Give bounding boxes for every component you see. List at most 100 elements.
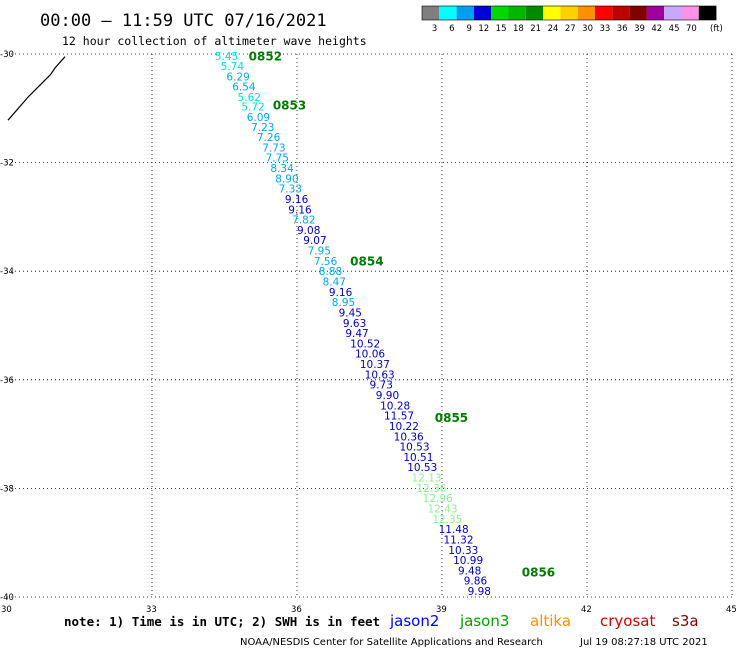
wave-height-label: 9.48 <box>458 565 481 577</box>
time-labels: 0852 0853 0854 0855 0856 <box>249 50 555 580</box>
colorbar-swatch <box>560 6 578 20</box>
wave-height-label: 9.98 <box>468 586 491 598</box>
colorbar-label: 36 <box>617 24 628 34</box>
wave-height-label: 10.22 <box>389 421 419 433</box>
wave-height-points: 5.455.746.296.545.625.726.097.237.267.73… <box>215 51 491 598</box>
colorbar-swatch <box>595 6 613 20</box>
colorbar-label: 42 <box>651 24 662 34</box>
wave-height-label: 10.37 <box>360 359 390 371</box>
y-tick-label: -34 <box>0 267 14 277</box>
colorbar-label: 30 <box>582 24 593 34</box>
x-tick-label: 30 <box>1 605 12 615</box>
wave-height-label: 7.82 <box>292 215 315 227</box>
y-tick-label: -38 <box>0 484 14 494</box>
wave-height-label: 12.96 <box>423 493 453 505</box>
time-label: 0855 <box>435 411 468 425</box>
footer-note: note: 1) Time is in UTC; 2) SWH is in fe… <box>64 614 380 629</box>
wave-height-label: 8.90 <box>275 173 298 185</box>
colorbar-swatch <box>439 6 457 20</box>
wave-height-label: 9.86 <box>464 576 488 588</box>
satellite-legend-item: jason3 <box>459 612 509 630</box>
wave-height-label: 7.33 <box>279 184 302 196</box>
colorbar-swatch <box>422 6 440 20</box>
satellite-legend: jason2 jason3 altika cryosat s3a <box>389 612 699 630</box>
wave-height-label: 9.07 <box>303 235 326 247</box>
colorbar-swatch <box>491 6 509 20</box>
wave-height-label: 10.53 <box>407 462 437 474</box>
y-tick-label: -30 <box>0 50 14 60</box>
page-title: 00:00 – 11:59 UTC 07/16/2021 <box>40 11 327 31</box>
page-subtitle: 12 hour collection of altimeter wave hei… <box>62 34 367 48</box>
wave-height-label: 10.63 <box>365 369 395 381</box>
wave-height-label: 6.29 <box>226 71 249 83</box>
wave-height-label: 7.26 <box>257 132 281 144</box>
wave-height-label: 6.54 <box>232 82 256 94</box>
y-tick-label: -36 <box>0 376 14 386</box>
wave-height-label: 9.16 <box>288 204 312 216</box>
y-tick-label: -32 <box>0 159 14 169</box>
wave-height-label: 10.52 <box>350 338 380 350</box>
colorbar-label: 3 <box>432 24 437 34</box>
wave-height-label: 8.95 <box>332 297 355 309</box>
x-tick-label: 39 <box>436 605 447 615</box>
wave-height-label: 5.45 <box>215 51 238 63</box>
x-tick-label: 42 <box>581 605 592 615</box>
colorbar-label: 70 <box>686 24 697 34</box>
wave-height-label: 10.53 <box>399 442 429 454</box>
colorbar-label: 15 <box>496 24 507 34</box>
wave-height-label: 9.08 <box>297 225 320 237</box>
wave-height-label: 9.47 <box>345 328 368 340</box>
coastline <box>7 56 66 121</box>
wave-height-label: 12.35 <box>432 514 462 526</box>
wave-height-label: 7.23 <box>251 122 274 134</box>
time-label: 0852 <box>249 50 282 64</box>
wave-height-label: 7.56 <box>314 256 338 268</box>
satellite-legend-item: cryosat <box>600 612 655 630</box>
footer-credit: NOAA/NESDIS Center for Satellite Applica… <box>240 637 543 648</box>
colorbar-label: 33 <box>599 24 610 34</box>
footer-timestamp: Jul 19 08:27:18 UTC 2021 <box>579 637 708 648</box>
wave-height-label: 11.57 <box>384 411 414 423</box>
colorbar-label: 24 <box>548 24 559 34</box>
colorbar-swatch <box>646 6 665 20</box>
colorbar-unit: (ft) <box>710 24 723 34</box>
wave-height-label: 11.48 <box>439 524 469 536</box>
wave-height-label: 11.32 <box>443 534 473 546</box>
colorbar-label: 27 <box>565 24 576 34</box>
colorbar-label: 39 <box>634 24 645 34</box>
colorbar-swatch <box>612 6 630 20</box>
wave-height-label: 9.45 <box>339 307 362 319</box>
time-label: 0856 <box>522 566 555 580</box>
wave-height-label: 8.47 <box>323 277 346 289</box>
satellite-legend-item: s3a <box>672 612 699 630</box>
wave-height-label: 10.99 <box>453 555 483 567</box>
wave-height-label: 9.16 <box>329 287 353 299</box>
colorbar-swatch <box>508 6 526 20</box>
wave-height-label: 10.51 <box>403 452 433 464</box>
colorbar-swatch <box>664 6 682 20</box>
wave-height-label: 7.73 <box>262 142 285 154</box>
wave-height-label: 8.34 <box>270 163 294 175</box>
time-label: 0853 <box>273 99 306 113</box>
y-tick-label: -40 <box>0 593 14 603</box>
wave-height-label: 9.63 <box>343 318 366 330</box>
wave-height-label: 9.73 <box>370 380 393 392</box>
colorbar-swatch <box>456 6 474 20</box>
colorbar-swatch <box>473 6 492 20</box>
wave-height-label: 12.13 <box>412 473 442 485</box>
wave-height-label: 10.28 <box>380 400 410 412</box>
colorbar-label: 6 <box>449 24 454 34</box>
colorbar-legend: 3 6 9 12 15 18 21 24 27 30 33 36 39 42 45 70 <box>421 5 717 34</box>
colorbar-swatch <box>543 6 561 20</box>
time-label: 0854 <box>350 254 383 268</box>
colorbar-swatch <box>577 6 595 20</box>
colorbar-frame <box>421 5 717 21</box>
colorbar-swatch <box>525 6 544 20</box>
colorbar-label: 12 <box>478 24 489 34</box>
x-tick-label: 36 <box>291 605 302 615</box>
colorbar-label: 21 <box>530 24 541 34</box>
colorbar-label: 9 <box>466 24 471 34</box>
wave-height-label: 10.36 <box>394 431 424 443</box>
wave-height-label: 12.36 <box>416 483 446 495</box>
